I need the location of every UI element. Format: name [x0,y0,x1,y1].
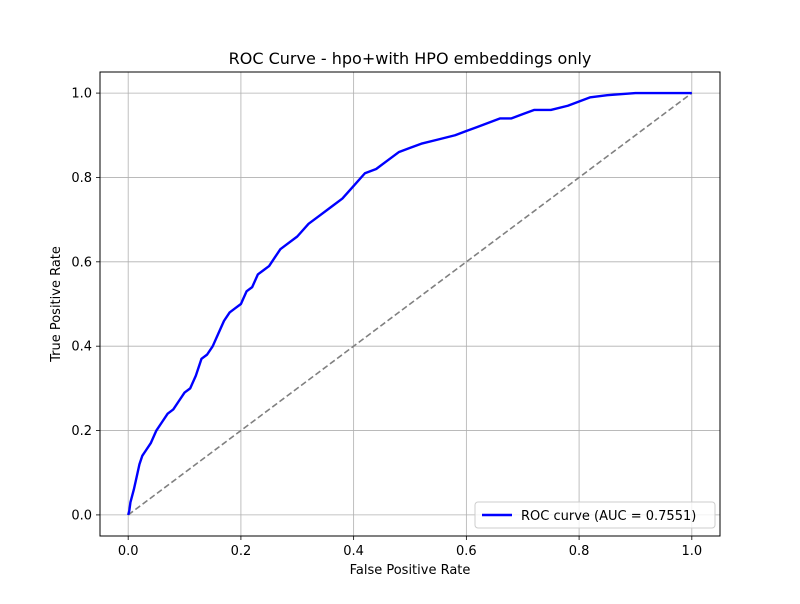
series-layer [127,91,693,516]
x-tick-label: 0.0 [118,544,139,559]
x-tick-label: 0.2 [231,544,252,559]
legend-label-roc: ROC curve (AUC = 0.7551) [521,509,696,524]
x-tick-label: 1.0 [681,544,702,559]
x-tick-label: 0.8 [569,544,590,559]
y-tick-label: 0.6 [71,255,92,270]
x-tick-label: 0.4 [343,544,364,559]
x-axis-label: False Positive Rate [350,563,471,578]
x-tick-label: 0.6 [456,544,477,559]
y-axis-label: True Positive Rate [49,246,64,363]
tick-layer: 0.0 0.2 0.4 0.6 0.8 1.0 0.0 0.2 0.4 0.6 0.8 1.0 [71,87,702,559]
chart-title: ROC Curve - hpo+with HPO embeddings only [229,49,592,68]
legend-box [474,501,716,529]
y-tick-label: 0.0 [71,508,92,523]
y-tick-label: 0.8 [71,171,92,186]
legend: ROC curve (AUC = 0.7551) [474,501,716,529]
y-tick-label: 1.0 [71,87,92,102]
y-tick-label: 0.4 [71,340,92,355]
chance-diagonal-line [127,92,693,516]
plot-frame [99,71,721,537]
y-tick-label: 0.2 [71,424,92,439]
roc-curve-line [127,91,692,516]
